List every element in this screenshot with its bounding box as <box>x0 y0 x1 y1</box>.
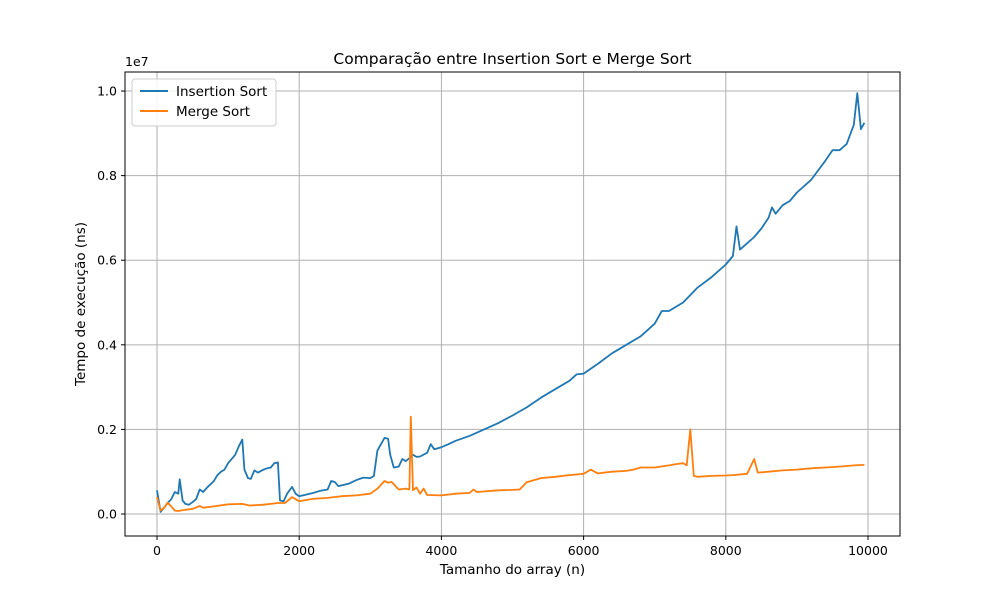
x-axis-label: Tamanho do array (n) <box>439 562 585 578</box>
legend-label-insertion-sort: Insertion Sort <box>176 84 267 100</box>
series-line-insertion-sort <box>156 92 866 513</box>
legend-label-merge-sort: Merge Sort <box>176 104 250 120</box>
chart-title: Comparação entre Insertion Sort e Merge … <box>333 50 691 68</box>
y-tick-label: 0.4 <box>97 337 117 352</box>
x-tick-label: 10000 <box>848 543 888 558</box>
axis-ticks: 0 2000 4000 6000 8000 10000 0.0 0.2 0.4 0.6 0.8 1.0 <box>97 84 888 558</box>
grid-lines <box>125 72 900 536</box>
x-tick-label: 6000 <box>568 543 600 558</box>
y-tick-label: 0.0 <box>97 507 117 522</box>
y-tick-label: 0.6 <box>97 253 117 268</box>
y-tick-label: 0.2 <box>97 422 117 437</box>
x-tick-label: 0 <box>153 543 161 558</box>
y-axis-label: Tempo de execução (ns) <box>73 222 89 387</box>
y-axis-offset-label: 1e7 <box>125 54 149 69</box>
x-tick-label: 4000 <box>425 543 457 558</box>
plot-frame <box>124 71 901 537</box>
y-tick-label: 0.8 <box>97 168 117 183</box>
x-tick-label: 2000 <box>283 543 315 558</box>
series-line-merge-sort <box>156 415 865 512</box>
x-tick-label: 8000 <box>710 543 742 558</box>
y-tick-label: 1.0 <box>97 84 117 99</box>
legend: Insertion Sort Merge Sort <box>131 78 277 127</box>
series-lines <box>156 92 866 513</box>
